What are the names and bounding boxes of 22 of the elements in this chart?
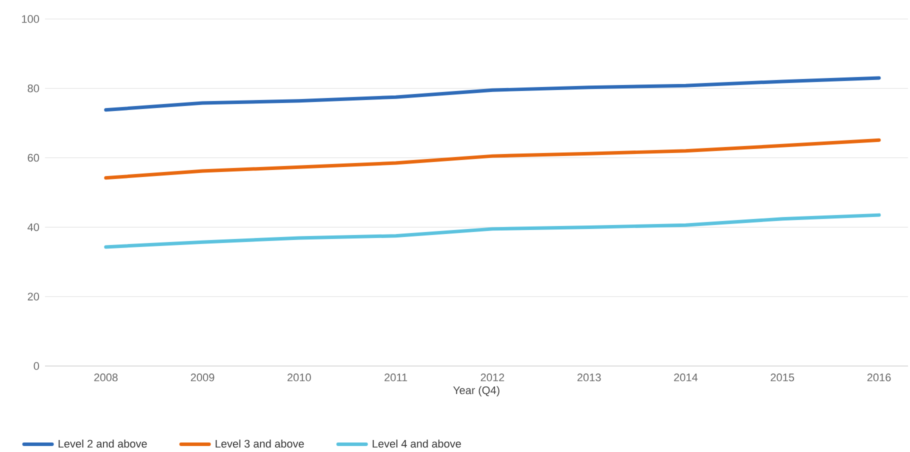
x-tick-label: 2009 [190,374,214,382]
x-axis-title: Year (Q4) [453,386,500,396]
legend-label: Level 2 and above [58,440,147,448]
line-series [104,138,881,180]
x-tick-label: 2008 [94,374,118,382]
y-tick-label: 20 [28,292,40,300]
y-tick-label: 40 [28,223,40,232]
x-tick-label: 2011 [384,374,408,382]
line-series [104,213,881,249]
legend-label: Level 3 and above [216,440,304,448]
y-tick-label: 100 [22,15,40,23]
x-tick-label: 2016 [867,374,891,382]
x-tick-label: 2015 [770,374,794,382]
legend-label: Level 4 and above [372,440,461,448]
x-tick-label: 2013 [577,374,601,382]
x-tick-label: 2014 [674,374,698,382]
line-series [104,76,881,112]
x-tick-label: 2010 [288,374,311,382]
y-tick-label: 0 [34,362,40,370]
y-tick-label: 80 [28,84,40,92]
x-tick-label: 2012 [480,374,504,382]
y-tick-label: 60 [28,154,40,162]
